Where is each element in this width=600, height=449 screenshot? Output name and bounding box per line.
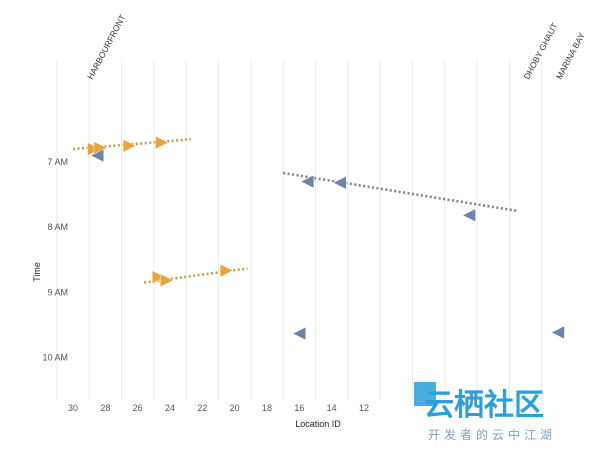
orange-triangle-marker (155, 135, 169, 150)
x-tick-label: 16 (294, 403, 304, 413)
blue-triangle-marker (550, 325, 565, 340)
x-tick-label: 22 (197, 403, 207, 413)
y-tick-label: 9 AM (47, 287, 68, 297)
y-tick-label: 8 AM (47, 222, 68, 232)
x-tick-label: 14 (327, 403, 337, 413)
y-tick-label: 7 AM (47, 157, 68, 167)
x-tick-label: 20 (230, 403, 240, 413)
x-axis-title: Location ID (295, 419, 341, 429)
x-tick-label: 18 (262, 403, 272, 413)
orange-triangle-marker (151, 270, 166, 285)
y-axis-title: Time (32, 262, 42, 282)
trend-line (282, 171, 518, 213)
marks-layer (87, 135, 565, 341)
orange-triangle-marker (160, 273, 174, 288)
orange-triangle-marker (219, 263, 234, 278)
station-label: DHOBY GHAUT (522, 21, 560, 81)
trend-layer (72, 138, 518, 284)
blue-triangle-marker (90, 148, 104, 163)
orange-triangle-marker (122, 138, 137, 153)
y-tick-label: 10 AM (42, 352, 68, 362)
x-tick-label: 26 (133, 403, 143, 413)
watermark-subtitle: 开发者的云中江湖 (428, 427, 556, 442)
blue-triangle-marker (462, 208, 476, 223)
watermark-title: 云栖社区 (424, 388, 544, 423)
watermark-logo-block (414, 382, 436, 406)
blue-triangle-marker (332, 175, 347, 190)
watermark: 云栖社区 开发者的云中江湖 (414, 382, 556, 442)
blue-triangle-marker (300, 174, 315, 189)
station-label: MARINA BAY (554, 31, 587, 81)
x-tick-label: 24 (165, 403, 175, 413)
x-tick-label: 30 (68, 403, 78, 413)
blue-triangle-marker (292, 326, 307, 341)
x-tick-label: 12 (359, 403, 369, 413)
grid-layer (56, 60, 543, 400)
x-tick-label: 28 (100, 403, 110, 413)
